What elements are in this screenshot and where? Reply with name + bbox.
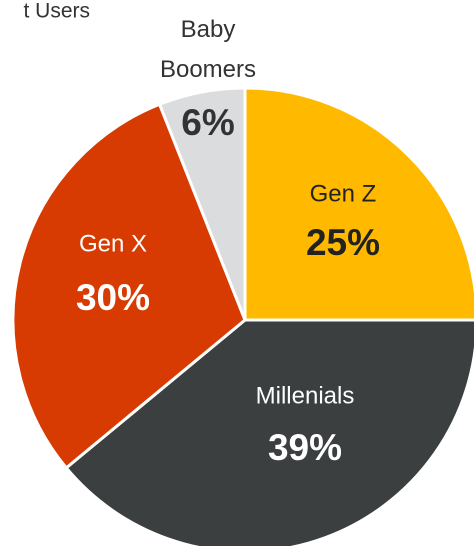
slice-label: Gen Z (310, 180, 377, 207)
pie-slice (158, 86, 247, 322)
value-label: 30% (76, 277, 150, 318)
value-label: 39% (268, 427, 342, 468)
value-label: 25% (306, 222, 380, 263)
slice-label: Gen X (79, 230, 147, 257)
value-label: 6% (181, 102, 234, 143)
pie-slice (243, 86, 474, 322)
slice-label: Baby Boomers (159, 16, 257, 83)
chart-title: t Users (23, 0, 90, 23)
slice-label: Millenials (256, 382, 355, 409)
pie-slice (64, 318, 474, 546)
pie-slice (11, 102, 247, 470)
